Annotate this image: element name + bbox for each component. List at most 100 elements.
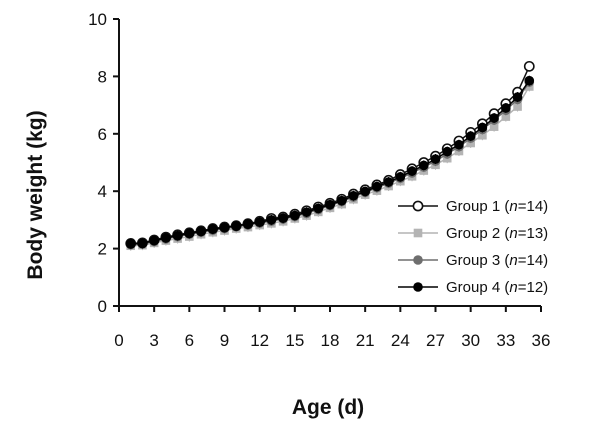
data-point — [172, 230, 183, 241]
legend-marker — [413, 282, 423, 292]
y-tick-label: 4 — [98, 182, 107, 201]
legend-item-group-2: Group 2 (n=13) — [398, 225, 548, 242]
legend-series-name: Group 4 — [446, 279, 504, 296]
x-tick-label: 0 — [114, 331, 123, 350]
data-point — [465, 131, 476, 141]
x-tick-label: 33 — [496, 331, 515, 350]
data-point — [523, 60, 535, 72]
legend-n-value: 13 — [526, 225, 543, 242]
data-point — [207, 224, 218, 234]
data-point — [524, 75, 535, 86]
x-axis-title: Age (d) — [292, 396, 364, 419]
data-point — [478, 130, 487, 140]
legend-n-symbol: n — [509, 279, 517, 296]
legend-series-name: Group 3 — [446, 252, 504, 269]
y-tick-label: 0 — [98, 297, 107, 316]
legend-label: Group 3 (n=14) — [446, 252, 548, 269]
y-tick-label: 2 — [98, 240, 107, 259]
legend-paren-close: ) — [543, 279, 548, 296]
legend-equals: = — [518, 279, 527, 296]
legend-paren-close: ) — [543, 198, 548, 215]
data-point — [407, 166, 417, 176]
data-point — [149, 235, 159, 246]
legend-label: Group 1 (n=14) — [446, 198, 548, 215]
legend-series-name: Group 2 — [446, 225, 504, 242]
y-tick-label: 8 — [98, 67, 107, 86]
x-tick-label: 6 — [185, 331, 194, 350]
series-line-group-4 — [130, 80, 530, 245]
data-point — [418, 160, 429, 171]
x-tick-label: 9 — [220, 331, 229, 350]
data-point — [137, 238, 148, 249]
legend-n-symbol: n — [509, 225, 517, 242]
legend-n-value: 14 — [526, 198, 543, 215]
data-point — [196, 226, 206, 237]
data-point — [395, 172, 406, 182]
legend-n-value: 14 — [526, 252, 543, 269]
legend-n-value: 12 — [526, 279, 543, 296]
data-point — [477, 122, 488, 133]
data-point — [512, 92, 523, 102]
data-point — [348, 190, 359, 201]
x-tick-label: 18 — [321, 331, 340, 350]
data-point — [266, 215, 277, 225]
legend-marker — [413, 228, 423, 238]
data-point — [360, 186, 370, 197]
series-line-group-2 — [130, 86, 530, 247]
data-point — [383, 177, 394, 187]
legend-equals: = — [518, 252, 527, 269]
legend-item-group-1: Group 1 (n=14) — [398, 198, 548, 215]
data-point — [489, 113, 499, 123]
data-point — [301, 207, 312, 217]
series-group-4 — [125, 75, 535, 249]
data-point — [325, 199, 335, 210]
data-point — [336, 195, 347, 206]
legend-paren-close: ) — [543, 225, 548, 242]
data-point — [290, 210, 300, 221]
data-point — [313, 203, 324, 214]
series-line-group-3 — [130, 81, 530, 246]
data-point — [501, 112, 511, 121]
x-tick-label: 27 — [426, 331, 445, 350]
x-tick-label: 30 — [461, 331, 480, 350]
x-tick-label: 36 — [532, 331, 551, 350]
x-tick-label: 15 — [285, 331, 304, 350]
legend-paren-open: ( — [504, 252, 509, 269]
series-group-3 — [125, 77, 535, 250]
legend-equals: = — [518, 225, 527, 242]
y-tick-label: 10 — [88, 10, 107, 29]
legend-label: Group 2 (n=13) — [446, 225, 548, 242]
x-tick-label: 12 — [250, 331, 269, 350]
data-point — [254, 217, 265, 227]
data-point — [231, 221, 242, 231]
data-point — [243, 219, 253, 230]
legend-marker — [412, 200, 424, 212]
series-layer — [125, 60, 535, 251]
data-point — [501, 103, 511, 113]
x-tick-label: 24 — [391, 331, 410, 350]
legend: Group 1 (n=14)Group 2 (n=13)Group 3 (n=1… — [398, 198, 548, 296]
y-tick-label: 6 — [98, 125, 107, 144]
data-point — [184, 228, 195, 239]
legend-paren-close: ) — [543, 252, 548, 269]
data-point — [454, 139, 464, 150]
legend-item-group-4: Group 4 (n=12) — [398, 279, 548, 296]
data-point — [442, 146, 453, 157]
legend-paren-open: ( — [504, 279, 509, 296]
legend-item-group-3: Group 3 (n=14) — [398, 252, 548, 269]
series-group-1 — [125, 60, 535, 249]
series-line-group-1 — [130, 66, 530, 245]
data-point — [125, 238, 136, 249]
legend-series-name: Group 1 — [446, 198, 504, 215]
data-point — [161, 233, 171, 243]
data-point — [513, 102, 522, 111]
x-tick-label: 21 — [356, 331, 375, 350]
data-point — [278, 213, 288, 223]
y-axis-title: Body weight (kg) — [24, 110, 47, 279]
data-point — [219, 222, 230, 233]
data-point — [430, 154, 441, 164]
legend-n-symbol: n — [509, 252, 517, 269]
legend-equals: = — [518, 198, 527, 215]
